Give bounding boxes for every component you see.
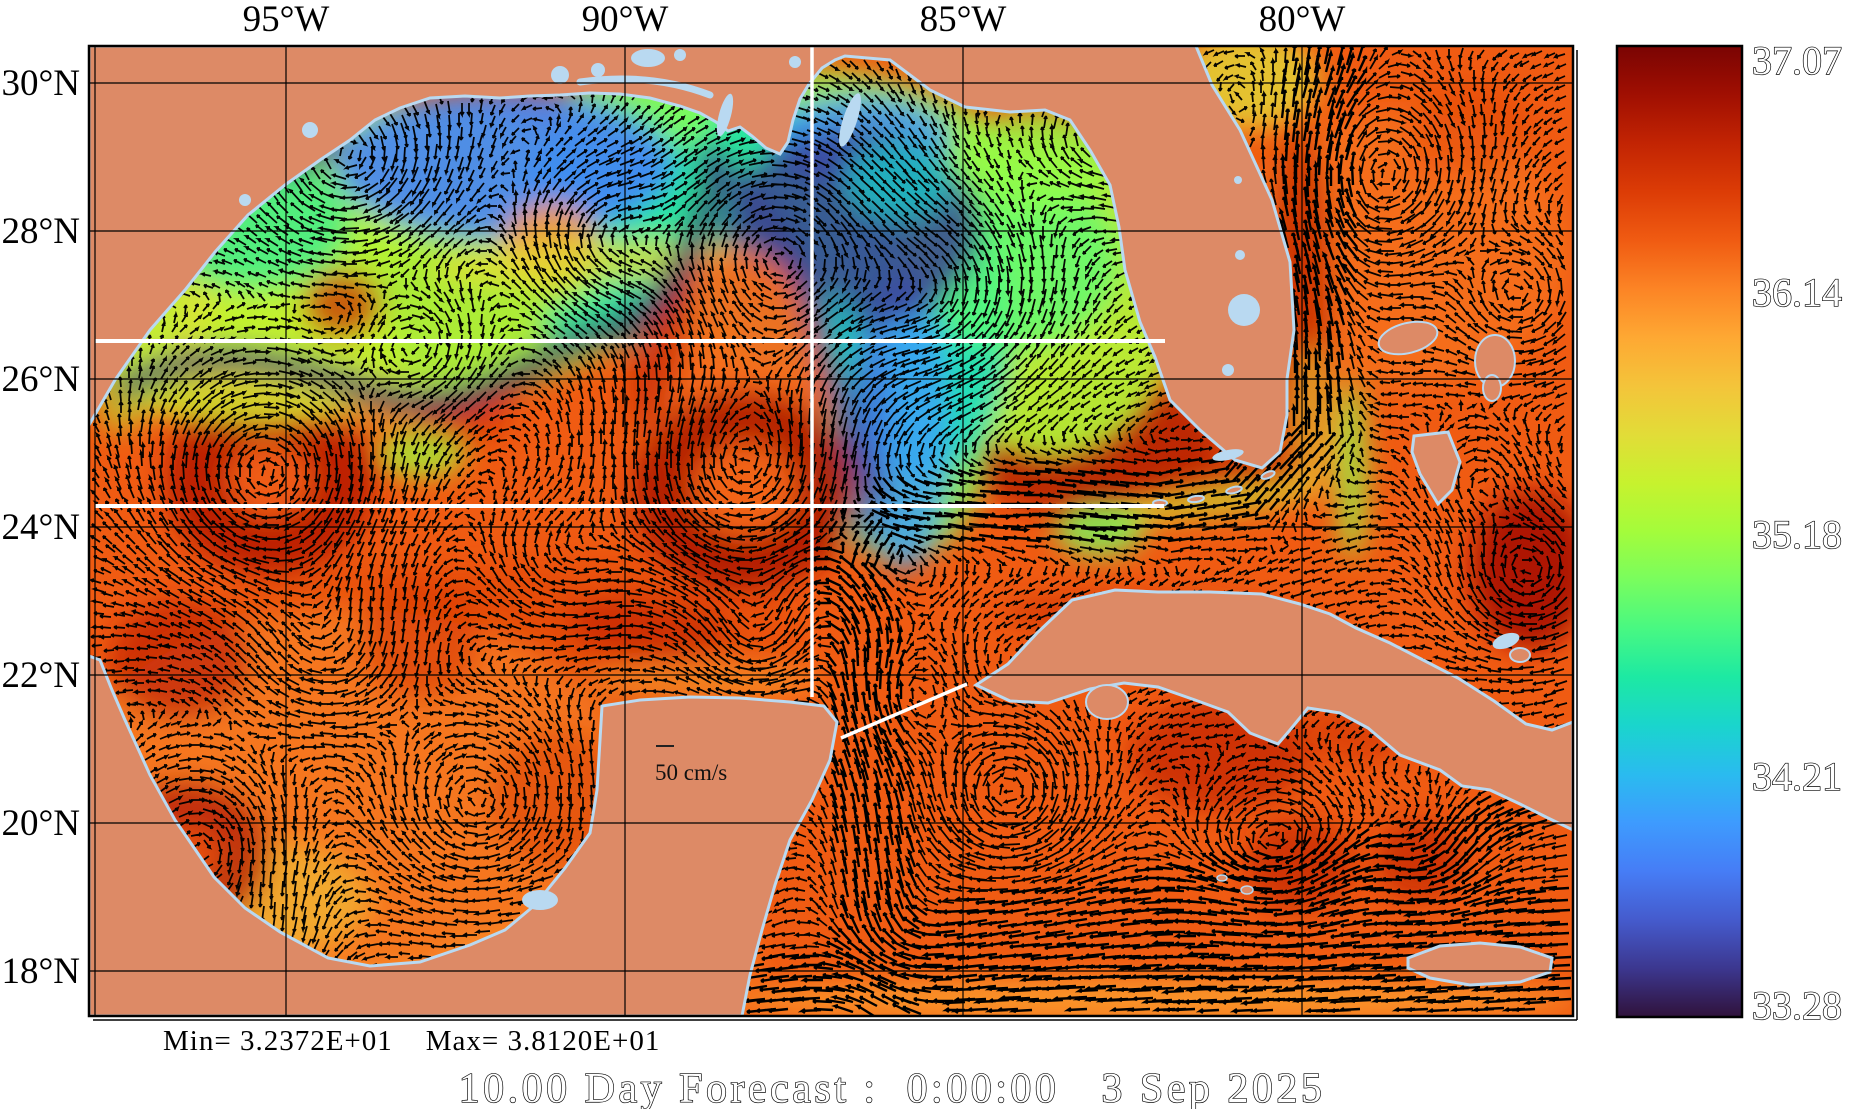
svg-text:10.00 Day Forecast : 0:00:00: 10.00 Day Forecast : 0:00:00 3 Sep 2025 [459, 1066, 1326, 1109]
svg-text:36.14: 36.14 [1752, 270, 1842, 315]
svg-text:20°N: 20°N [1, 803, 80, 844]
svg-text:95°W: 95°W [243, 0, 330, 40]
svg-text:24°N: 24°N [1, 507, 80, 548]
svg-text:18°N: 18°N [1, 951, 80, 992]
svg-text:35.18: 35.18 [1752, 512, 1842, 557]
svg-text:90°W: 90°W [582, 0, 669, 40]
svg-text:50 cm/s: 50 cm/s [655, 760, 727, 785]
svg-text:30°N: 30°N [1, 63, 80, 104]
svg-text:85°W: 85°W [920, 0, 1007, 40]
svg-text:34.21: 34.21 [1752, 754, 1842, 799]
svg-text:28°N: 28°N [1, 211, 80, 252]
svg-text:Min= 3.2372E+01 Max= 3.8120: Min= 3.2372E+01 Max= 3.8120E+01 [163, 1025, 660, 1057]
svg-text:26°N: 26°N [1, 359, 80, 400]
svg-text:33.28: 33.28 [1752, 983, 1842, 1028]
svg-text:22°N: 22°N [1, 655, 80, 696]
svg-text:80°W: 80°W [1259, 0, 1346, 40]
svg-text:37.07: 37.07 [1752, 38, 1842, 83]
